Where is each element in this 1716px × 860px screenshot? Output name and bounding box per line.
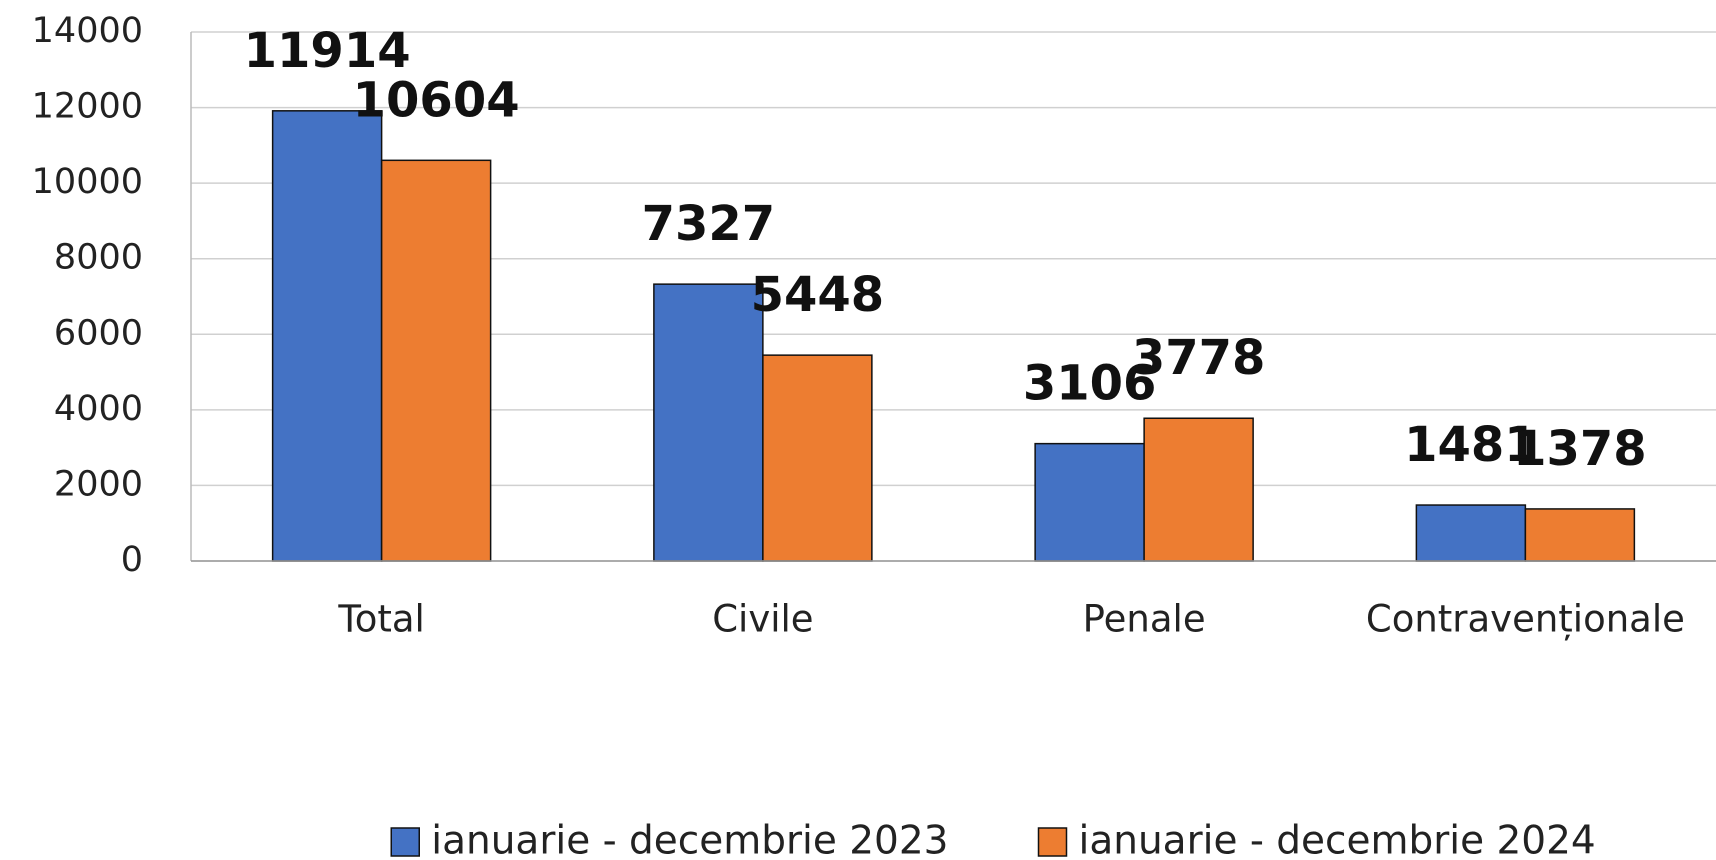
y-tick-label: 12000	[32, 87, 143, 127]
y-tick-label: 6000	[54, 313, 143, 353]
y-tick-label: 0	[121, 540, 143, 580]
bar	[1415, 504, 1527, 562]
value-label: 5448	[751, 267, 885, 323]
y-tick-label: 8000	[54, 238, 143, 278]
y-tick-label: 2000	[54, 464, 143, 504]
bar	[380, 159, 492, 562]
legend-label: ianuarie - decembrie 2024	[1079, 819, 1596, 860]
value-label: 3106	[1023, 356, 1157, 412]
bar	[653, 283, 764, 562]
value-label: 1481	[1404, 417, 1538, 473]
bar	[1034, 442, 1145, 562]
bar	[271, 110, 383, 562]
bar	[1143, 417, 1254, 562]
y-tick-label: 10000	[32, 162, 143, 202]
value-label: 1378	[1513, 421, 1647, 477]
value-label: 3778	[1132, 330, 1266, 386]
value-label: 10604	[353, 72, 520, 128]
x-tick-label: Civile	[712, 598, 813, 641]
bar	[762, 354, 873, 562]
x-tick-label: Total	[337, 598, 424, 641]
legend-label: ianuarie - decembrie 2023	[431, 819, 948, 860]
legend-swatch	[390, 827, 420, 857]
x-tick-label: Contravenționale	[1366, 598, 1685, 641]
value-label: 11914	[244, 23, 411, 79]
y-tick-label: 14000	[32, 11, 143, 51]
legend-swatch	[1037, 827, 1068, 857]
x-tick-label: Penale	[1083, 598, 1206, 641]
value-label: 7327	[642, 196, 776, 252]
y-tick-label: 4000	[54, 389, 143, 429]
bar	[1524, 508, 1636, 562]
